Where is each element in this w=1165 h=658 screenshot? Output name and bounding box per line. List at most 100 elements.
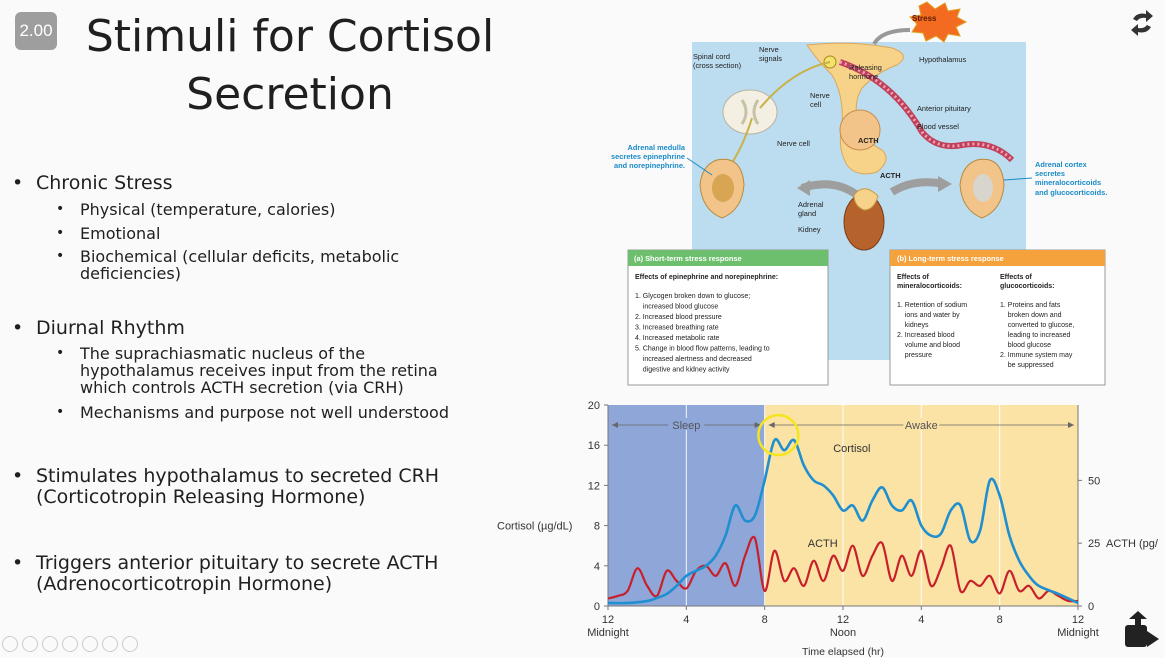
svg-text:mineralocorticoids:: mineralocorticoids: [897, 283, 962, 290]
list-item: 3. Increased breathing rate [635, 325, 719, 332]
x-tick-sublabel: Midnight [587, 627, 629, 639]
svg-text:secretes epinephrine: secretes epinephrine [611, 152, 685, 161]
series-label-acth: ACTH [808, 538, 838, 550]
adrenal-cortex-label: Adrenal cortex secretes mineralocorticoi… [1035, 160, 1107, 197]
toolbar-subtitles-icon[interactable] [102, 636, 118, 652]
y-tick-label: 12 [588, 480, 600, 492]
x-tick-label: 8 [762, 614, 768, 626]
x-tick-label: 12 [1072, 614, 1084, 626]
svg-text:Effects of: Effects of [897, 274, 930, 281]
svg-text:secretes: secretes [1035, 169, 1065, 178]
short-term-items: 1. Glycogen broken down to glucose; incr… [635, 293, 770, 374]
series-cortisol-line [607, 437, 1079, 605]
toolbar-prev-icon[interactable] [2, 636, 18, 652]
list-item: 1. Retention of sodium [897, 302, 967, 309]
list-item: increased blood glucose [635, 304, 718, 311]
svg-text:and norepinephrine.: and norepinephrine. [614, 161, 685, 170]
toolbar-next-icon[interactable] [22, 636, 38, 652]
long-term-col1-items: 1. Retention of sodium ions and water by… [897, 302, 967, 359]
svg-text:and glucocorticoids.: and glucocorticoids. [1035, 188, 1107, 197]
svg-text:ACTH: ACTH [880, 171, 901, 180]
series-label-cortisol: Cortisol [833, 443, 870, 455]
title-line-2: Secretion [186, 69, 394, 120]
figure-labels: Spinal cord (cross section) Nerve signal… [693, 45, 971, 234]
long-term-col2-items: 1. Proteins and fats broken down and con… [1000, 302, 1074, 369]
adrenal-medulla-label: Adrenal medulla secretes epinephrine and… [611, 143, 686, 170]
x-tick-label: 4 [918, 614, 924, 626]
toolbar-more-icon[interactable] [122, 636, 138, 652]
svg-text:hormone: hormone [849, 72, 878, 81]
svg-text:Anterior pituitary: Anterior pituitary [917, 104, 971, 113]
svg-text:Adrenal cortex: Adrenal cortex [1035, 160, 1088, 169]
svg-text:Adrenal: Adrenal [798, 200, 824, 209]
region-label: Awake [905, 420, 938, 432]
stress-response-figure: Stress Spinal cord (cross section) Nerve [611, 1, 1107, 386]
y-tick-label: 20 [588, 400, 600, 412]
svg-text:Effects of epinephrine and nor: Effects of epinephrine and norepinephrin… [635, 274, 778, 281]
list-item: 2. Increased blood pressure [635, 314, 722, 321]
blood-vessel [839, 59, 1015, 163]
list-item: 5. Change in blood flow patterns, leadin… [635, 346, 770, 353]
list-item: 1. Proteins and fats [1000, 302, 1061, 309]
svg-text:(cross section): (cross section) [693, 61, 741, 70]
toolbar-pen-icon[interactable] [42, 636, 58, 652]
y-axis-label: Cortisol (µg/dL) [497, 521, 572, 533]
list-item: 1. Glycogen broken down to glucose; [635, 293, 750, 300]
list-item: blood glucose [1000, 342, 1051, 349]
svg-text:Adrenal medulla: Adrenal medulla [628, 143, 686, 152]
series-acth-line [607, 535, 1079, 603]
svg-text:cell: cell [810, 100, 821, 109]
hypothalamus-shape [806, 42, 904, 175]
long-term-box: (b) Long-term stress response Effects of… [889, 249, 1106, 386]
list-item: kidneys [897, 322, 929, 329]
y-tick-label: 8 [594, 521, 600, 533]
svg-text:Nerve: Nerve [759, 45, 779, 54]
list-item: digestive and kidney activity [635, 367, 730, 374]
adrenal-gland-icon [853, 188, 879, 211]
title-line-1: Stimuli for Cortisol [85, 11, 495, 62]
y-tick-label: 16 [588, 440, 600, 452]
svg-text:signals: signals [759, 54, 782, 63]
list-item: converted to glucose, [1000, 322, 1074, 329]
y-tick-label: 4 [594, 561, 600, 573]
svg-text:Blood vessel: Blood vessel [917, 122, 959, 131]
y2-tick-label: 0 [1088, 601, 1094, 613]
list-item: leading to increased [1000, 332, 1071, 339]
list-item: be suppressed [1000, 362, 1054, 369]
x-tick-sublabel: Noon [830, 627, 856, 639]
stress-burst-icon [908, 1, 968, 43]
x-tick-label: 12 [602, 614, 614, 626]
swap-icon[interactable] [1128, 8, 1156, 38]
list-item: 4. Increased metabolic rate [635, 335, 720, 342]
list-item: pressure [897, 352, 932, 359]
svg-text:ACTH: ACTH [858, 136, 879, 145]
svg-text:Releasing: Releasing [849, 63, 882, 72]
y-tick-label: 0 [594, 601, 600, 613]
y2-axis-label: ACTH (pg/ [1106, 538, 1159, 550]
svg-text:(b) Long-term stress response: (b) Long-term stress response [897, 254, 1004, 263]
x-tick-label: 8 [997, 614, 1003, 626]
stress-label: Stress [912, 14, 937, 23]
y2-tick-label: 50 [1088, 475, 1100, 487]
region-label: Sleep [672, 420, 700, 432]
x-tick-label: 12 [837, 614, 849, 626]
x-axis-label: Time elapsed (hr) [802, 646, 884, 658]
svg-text:Kidney: Kidney [798, 225, 821, 234]
anterior-pituitary-shape [839, 109, 881, 151]
x-tick-sublabel: Midnight [1057, 627, 1099, 639]
slide-title: Stimuli for Cortisol Secretion [60, 8, 520, 124]
list-item: 2. Immune system may [1000, 352, 1073, 359]
list-item: increased alertness and decreased [635, 356, 752, 363]
toolbar-slides-icon[interactable] [62, 636, 78, 652]
speed-badge[interactable]: 2.00 [15, 12, 57, 50]
svg-text:Nerve: Nerve [810, 91, 830, 100]
list-item: 2. Increased blood [897, 332, 955, 339]
share-icon[interactable] [1120, 610, 1162, 650]
svg-text:(a) Short-term stress response: (a) Short-term stress response [634, 254, 742, 263]
toolbar-zoom-icon[interactable] [82, 636, 98, 652]
highlight-circle [757, 413, 800, 457]
svg-text:Spinal cord: Spinal cord [693, 52, 730, 61]
short-term-box: (a) Short-term stress response Effects o… [627, 249, 829, 386]
